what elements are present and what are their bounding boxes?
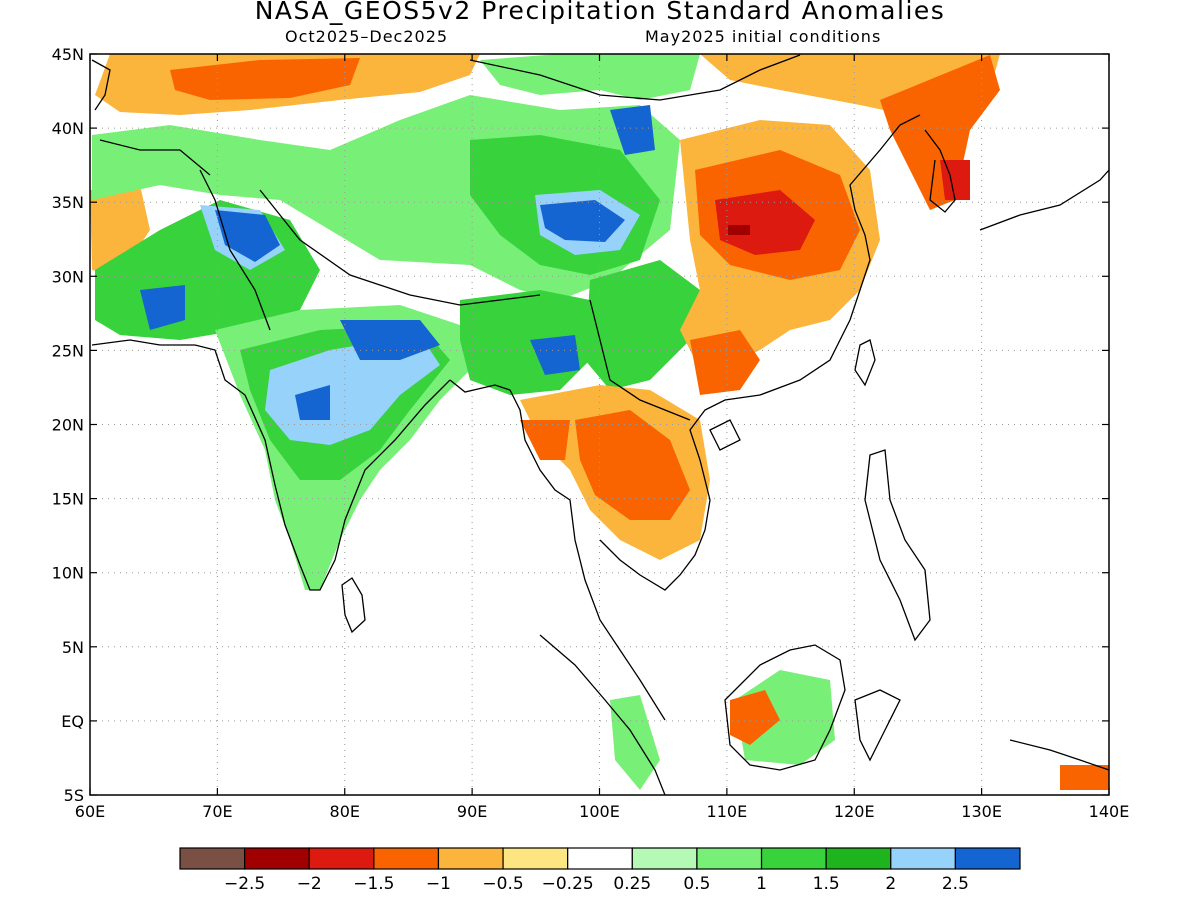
coastline-india [194, 344, 451, 591]
coastline-borneo [724, 644, 846, 771]
colorbar-swatch [696, 847, 763, 870]
colorbar-swatch [890, 847, 956, 870]
coastlines [91, 54, 1109, 795]
colorbar-label: 0.25 [613, 874, 651, 894]
lon-label: 100E [579, 802, 620, 821]
colorbar-swatch [373, 847, 440, 870]
anomaly-region-extreme-wet-pakistan [215, 210, 280, 262]
border-west-asia [99, 139, 211, 176]
anomaly-region-extreme-wet-northeast-india [530, 335, 580, 375]
border-pakistan [199, 169, 271, 331]
colorbar-label: 0.5 [683, 874, 710, 894]
anomaly-region-wet-mongolia [480, 54, 700, 100]
lat-label: 35N [52, 193, 84, 212]
anomaly-region-wet-yunnan [585, 260, 700, 390]
map-title: NASA_GEOS5v2 Precipitation Standard Anom… [254, 0, 946, 25]
anomaly-region-extreme-dry-east-china [728, 225, 750, 235]
anomaly-region-extreme-wet-india-south [295, 385, 330, 420]
colorbar-swatch [502, 847, 569, 870]
axis-ticks [89, 53, 1110, 796]
colorbar-label: 1.5 [813, 874, 840, 894]
colorbar-label: −2 [297, 874, 322, 894]
border-persian-gulf [91, 339, 195, 346]
lon-label: 70E [202, 802, 232, 821]
longitude-labels: 60E 70E 80E 90E 100E 110E 120E 130E 140E [75, 802, 1130, 821]
coastline-hainan [709, 419, 741, 451]
coastline-korea [924, 129, 956, 213]
colorbar-swatch [179, 847, 246, 870]
lon-label: 110E [707, 802, 748, 821]
coastline-sumatra [539, 634, 666, 795]
colorbar-label: 2 [885, 874, 896, 894]
coastline-indochina [599, 114, 921, 591]
border-caspian [91, 59, 111, 111]
colorbar-label: −0.5 [482, 874, 523, 894]
colorbar-labels: −2.5 −2 −1.5 −1 −0.5 −0.25 0.25 0.5 1 1.5 2 2.5 [224, 874, 969, 894]
anomaly-region-extreme-wet-sw [140, 285, 185, 330]
lat-label: 45N [52, 45, 84, 64]
lon-label: 90E [457, 802, 487, 821]
border-himalaya [259, 189, 541, 306]
colorbar-swatch [631, 847, 698, 870]
colorbar-label: 2.5 [942, 874, 969, 894]
colorbar-label: −0.25 [542, 874, 594, 894]
colorbar-swatch [567, 847, 633, 870]
lat-label: 20N [52, 416, 84, 435]
coastline-sulawesi [854, 689, 901, 762]
anomaly-region-dryer-indochina [575, 410, 690, 520]
coastline-new-guinea [1009, 739, 1109, 771]
anomaly-region-dry-north-core [170, 58, 360, 100]
colorbar-swatch [437, 847, 504, 870]
anomaly-region-extreme-wet-tibet [540, 200, 625, 242]
anomaly-field [90, 54, 1109, 790]
coastline-sri-lanka [341, 577, 366, 634]
colorbar-label: −2.5 [224, 874, 265, 894]
anomaly-region-dry-south-china [690, 330, 760, 395]
coastline-japan [979, 169, 1109, 231]
anomaly-region-very-dry-korea [940, 160, 970, 200]
anomaly-region-dry-borneo [730, 690, 780, 745]
lon-label: 130E [961, 802, 1002, 821]
lat-label: 5S [64, 786, 84, 805]
coastline-bay-of-bengal [449, 379, 666, 721]
lat-label: 15N [52, 490, 84, 509]
border-southeast-asia [589, 299, 691, 421]
coastline-taiwan [854, 339, 876, 387]
lon-label: 80E [330, 802, 360, 821]
border-china-north [469, 54, 801, 101]
lat-label: 5N [62, 638, 84, 657]
colorbar-label: −1.5 [353, 874, 394, 894]
coastline-philippines [864, 449, 931, 642]
lon-label: 140E [1089, 802, 1130, 821]
anomaly-region-wet-north-spot [610, 105, 655, 155]
colorbar-label: 1 [756, 874, 767, 894]
anomaly-region-wet-sumatra [610, 695, 660, 790]
latitude-labels: 45N 40N 35N 30N 25N 20N 15N 10N 5N EQ 5S [52, 45, 84, 805]
lat-label: 10N [52, 564, 84, 583]
forecast-period: Oct2025–Dec2025 [285, 27, 449, 46]
colorbar-swatch [760, 847, 827, 870]
colorbar-label: −1 [426, 874, 451, 894]
anomaly-region-dry-korea [880, 55, 1000, 210]
anomaly-region-very-dry-east-china [715, 190, 815, 255]
lat-label: 25N [52, 341, 84, 360]
colorbar [179, 847, 1021, 870]
lat-label: 40N [52, 119, 84, 138]
lat-label: EQ [61, 712, 84, 731]
anomaly-region-dry-new-guinea [1060, 765, 1109, 790]
initial-conditions: May2025 initial conditions [645, 27, 882, 46]
anomaly-region-dry-myanmar-coast [520, 420, 570, 460]
lon-label: 60E [75, 802, 105, 821]
colorbar-swatch [825, 847, 892, 870]
lat-label: 30N [52, 267, 84, 286]
colorbar-swatch [308, 847, 375, 870]
colorbar-swatch [954, 847, 1021, 870]
lon-label: 120E [834, 802, 875, 821]
colorbar-swatch [244, 847, 310, 870]
